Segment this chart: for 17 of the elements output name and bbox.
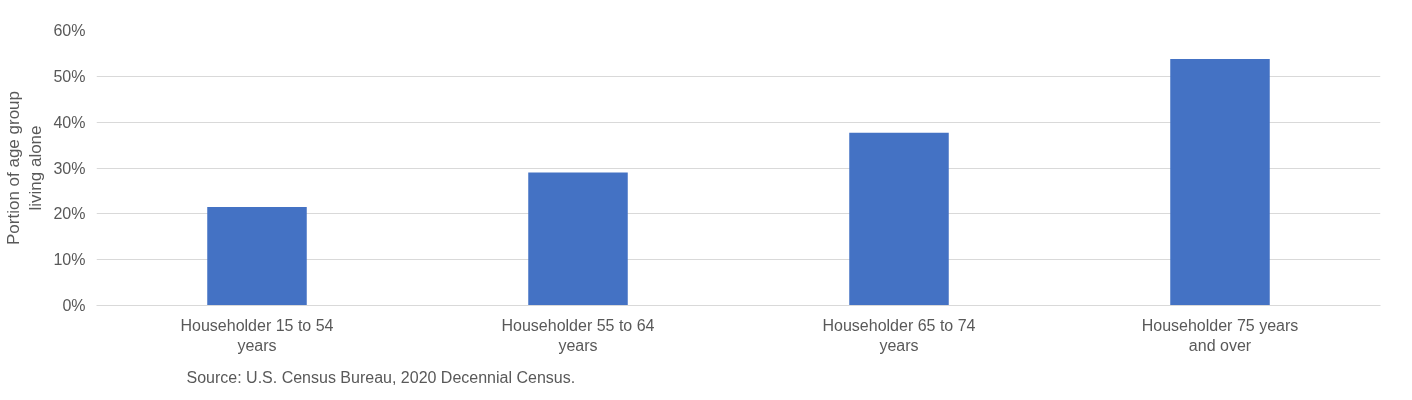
x-tick-label: Householder 55 to 64 years [501, 316, 655, 354]
bar [528, 172, 628, 306]
x-tick-label: Householder 75 years and over [1141, 316, 1299, 354]
y-tick-label: 20% [53, 205, 86, 223]
bar [207, 206, 307, 306]
y-tick-label: 10% [53, 251, 86, 269]
y-tick-label: 0% [62, 297, 86, 314]
y-tick-label: 50% [53, 67, 86, 85]
y-tick-label: 60% [53, 22, 86, 39]
x-tick-label: Householder 65 to 74 years [822, 316, 976, 354]
x-tick-label: Householder 15 to 54 years [180, 316, 334, 354]
source-note: Source: U.S. Census Bureau, 2020 Decennial Census. [186, 368, 576, 386]
bar [1170, 58, 1270, 306]
y-tick-label: 40% [53, 113, 86, 131]
bar [849, 132, 949, 306]
y-tick-label: 30% [53, 159, 86, 177]
y-axis-title: Portion of age group living alone [3, 90, 46, 246]
